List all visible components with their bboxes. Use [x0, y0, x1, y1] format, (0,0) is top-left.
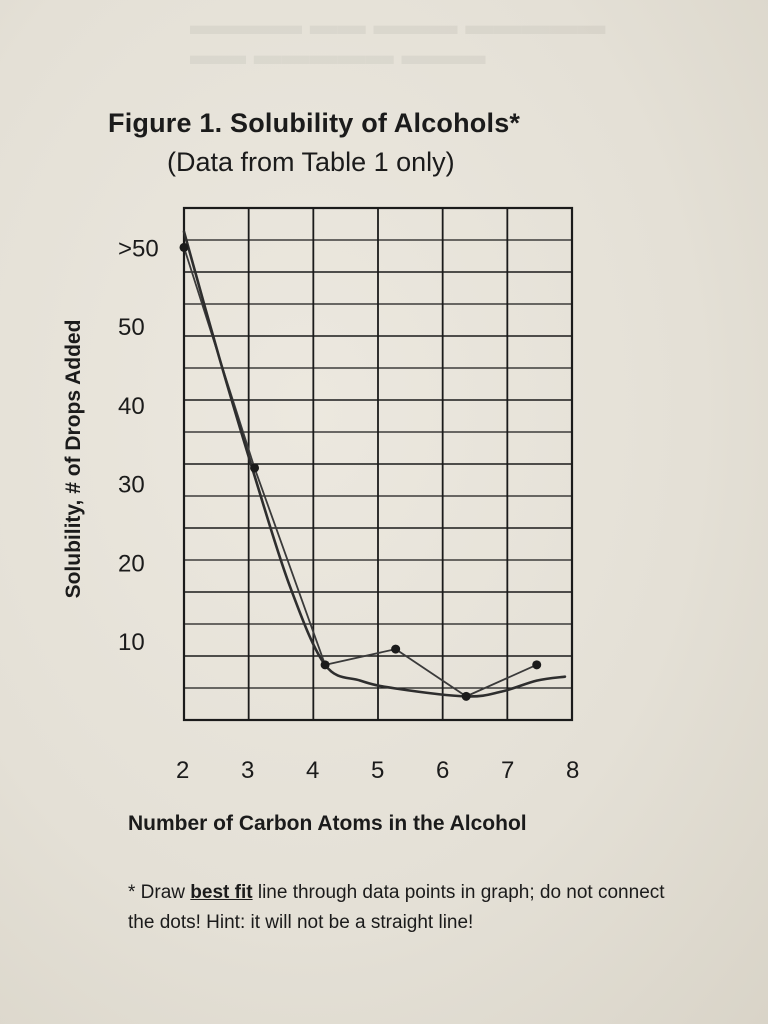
footnote-prefix: * Draw: [128, 882, 191, 903]
y-tick-label: 30: [118, 472, 145, 499]
data-point: [250, 463, 260, 473]
y-tick-label: 50: [118, 314, 145, 341]
y-tick-label: 10: [118, 629, 145, 656]
bleed-through-text: ▬▬▬▬ ▬▬ ▬▬▬ ▬▬▬▬▬ ▬▬ ▬▬▬▬▬ ▬▬▬: [190, 9, 606, 70]
y-tick-label: >50: [118, 235, 159, 262]
data-point: [461, 691, 471, 701]
x-tick-label: 3: [241, 757, 254, 784]
x-tick-label: 8: [566, 757, 579, 784]
x-tick-label: 4: [306, 757, 319, 784]
footnote-emphasis: best fit: [190, 882, 253, 903]
x-axis-label: Number of Carbon Atoms in the Alcohol: [128, 812, 527, 835]
data-point: [320, 660, 330, 670]
footnote-rest: line through data points in graph; do no…: [128, 882, 665, 933]
footnote: * Draw best fit line through data points…: [128, 878, 688, 938]
x-tick-label: 7: [501, 757, 514, 784]
y-axis-label: Solubility, # of Drops Added: [62, 319, 85, 599]
best-fit-curve: [182, 230, 567, 698]
data-point: [391, 644, 401, 654]
data-point: [532, 660, 542, 670]
data-point: [179, 242, 189, 252]
y-tick-label: 40: [118, 393, 145, 420]
figure-title: Figure 1. Solubility of Alcohols*: [108, 108, 521, 138]
x-tick-label: 2: [176, 757, 189, 784]
y-tick-label: 20: [118, 550, 145, 577]
x-tick-label: 5: [371, 757, 384, 784]
data-line: [183, 247, 538, 698]
x-tick-label: 6: [436, 757, 449, 784]
figure-subtitle: (Data from Table 1 only): [167, 147, 455, 177]
